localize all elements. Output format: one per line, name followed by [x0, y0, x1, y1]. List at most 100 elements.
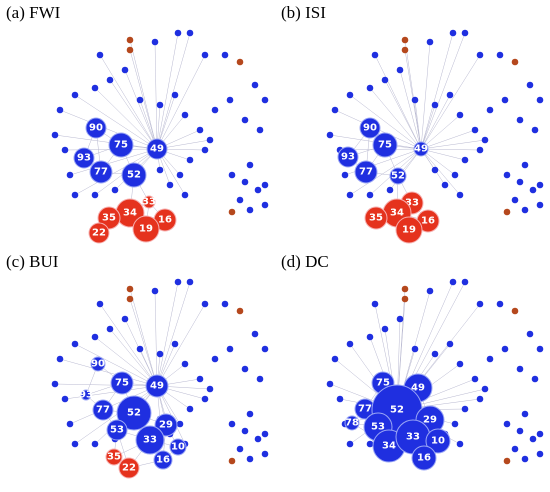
small-node — [91, 333, 99, 341]
small-node — [61, 395, 69, 403]
small-node — [326, 380, 334, 388]
small-node — [246, 410, 254, 418]
node-label: 77 — [96, 405, 110, 416]
small-node — [246, 455, 254, 463]
small-node — [151, 287, 159, 295]
edge — [94, 87, 158, 150]
small-node — [401, 36, 409, 44]
node — [153, 450, 173, 470]
small-node — [71, 340, 79, 348]
node-label: 29 — [159, 420, 173, 431]
node-label: 77 — [358, 404, 372, 415]
panel-title: (d) DC — [281, 252, 329, 271]
node-label: 77 — [359, 167, 373, 178]
small-node — [186, 278, 194, 286]
node — [132, 215, 160, 243]
node — [344, 415, 360, 431]
node-label: 33 — [406, 432, 420, 443]
edge — [420, 94, 451, 150]
small-node — [336, 395, 344, 403]
small-node — [401, 295, 409, 303]
small-node — [211, 106, 219, 114]
edge — [156, 32, 191, 150]
edge — [156, 281, 191, 387]
edge — [420, 148, 461, 196]
node-label: 77 — [94, 167, 108, 178]
small-node — [331, 106, 339, 114]
small-node — [241, 178, 249, 186]
node — [110, 371, 134, 395]
small-node — [536, 201, 544, 209]
node-label: 52 — [127, 170, 141, 181]
node — [85, 117, 107, 139]
small-node — [446, 340, 454, 348]
edge — [109, 79, 158, 150]
small-node — [156, 166, 164, 174]
small-node — [61, 146, 69, 154]
node — [97, 206, 121, 230]
small-node — [346, 191, 354, 199]
small-node — [236, 445, 244, 453]
node-label: 16 — [158, 215, 172, 226]
edge — [129, 49, 158, 150]
small-node — [126, 295, 134, 303]
small-node — [426, 287, 434, 295]
node-label: 16 — [156, 455, 170, 466]
edge — [69, 385, 158, 425]
small-node — [516, 116, 524, 124]
small-node — [181, 191, 189, 199]
small-node — [206, 385, 214, 393]
node-label: 34 — [382, 441, 396, 452]
small-node — [366, 84, 374, 92]
small-node — [236, 196, 244, 204]
node-label: 22 — [122, 463, 136, 474]
small-node — [516, 178, 524, 186]
small-node — [221, 51, 229, 59]
small-node — [511, 445, 519, 453]
small-node — [461, 278, 469, 286]
node-label: 16 — [421, 216, 435, 227]
node — [92, 399, 114, 421]
small-node — [226, 345, 234, 353]
small-node — [186, 156, 194, 164]
small-node — [176, 420, 184, 428]
small-node — [66, 171, 74, 179]
small-node — [256, 126, 264, 134]
edge — [74, 385, 158, 445]
node — [89, 160, 113, 184]
edge — [129, 39, 158, 150]
node-label: 93 — [341, 152, 355, 163]
node-label: 75 — [376, 378, 390, 389]
small-node — [201, 146, 209, 154]
small-node — [496, 51, 504, 59]
node-label: 52 — [390, 405, 404, 416]
small-node — [201, 300, 209, 308]
edge — [156, 303, 206, 387]
small-node — [91, 440, 99, 448]
node — [88, 222, 110, 244]
small-node — [126, 36, 134, 44]
small-node — [226, 96, 234, 104]
node — [411, 445, 437, 471]
edge — [420, 148, 481, 151]
node-label: 53 — [110, 425, 124, 436]
node-label: 75 — [115, 378, 129, 389]
node-label: 33 — [405, 198, 419, 209]
node — [395, 216, 423, 244]
small-node — [156, 101, 164, 109]
node-label: 49 — [150, 144, 164, 155]
small-node — [536, 450, 544, 458]
small-node — [503, 457, 511, 465]
small-node — [511, 196, 519, 204]
edge — [399, 69, 422, 150]
small-node — [411, 345, 419, 353]
small-node — [449, 278, 457, 286]
small-node — [246, 161, 254, 169]
node — [145, 374, 169, 398]
edge — [349, 148, 422, 196]
edge — [420, 32, 454, 150]
node-label: 22 — [92, 228, 106, 239]
small-node — [371, 300, 379, 308]
